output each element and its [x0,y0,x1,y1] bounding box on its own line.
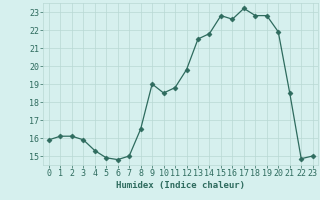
X-axis label: Humidex (Indice chaleur): Humidex (Indice chaleur) [116,181,245,190]
